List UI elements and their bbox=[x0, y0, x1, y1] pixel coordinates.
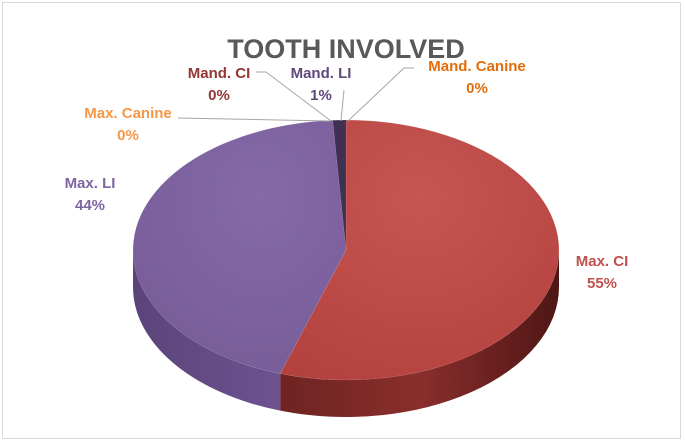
slice-name-mand-li: Mand. LI bbox=[291, 65, 352, 82]
slice-name-max-li: Max. LI bbox=[65, 175, 116, 192]
leader-line-max-canine bbox=[177, 117, 331, 122]
slice-percent-max-li: 44% bbox=[75, 197, 105, 214]
chart-title: TOOTH INVOLVED bbox=[227, 34, 465, 64]
pie-slice-max-li bbox=[132, 119, 347, 374]
slice-percent-max-canine: 0% bbox=[117, 127, 139, 144]
slice-percent-mand-li: 1% bbox=[310, 87, 332, 104]
leader-line-mand-li bbox=[340, 89, 345, 122]
pie-side-max-ci bbox=[280, 250, 559, 418]
leader-line-mand-canine bbox=[347, 67, 414, 122]
pie-side-max-li bbox=[133, 250, 281, 411]
slice-percent-mand-canine: 0% bbox=[466, 80, 488, 97]
leader-line-mand-ci bbox=[256, 71, 332, 122]
pie-slice-max-ci bbox=[279, 119, 560, 381]
slice-percent-max-ci: 55% bbox=[587, 275, 617, 292]
slice-name-mand-ci: Mand. CI bbox=[188, 65, 251, 82]
pie-slice-mand-li bbox=[332, 119, 347, 251]
slice-name-max-canine: Max. Canine bbox=[84, 105, 172, 122]
slice-percent-mand-ci: 0% bbox=[208, 87, 230, 104]
slice-name-max-ci: Max. CI bbox=[576, 253, 629, 270]
slice-name-mand-canine: Mand. Canine bbox=[428, 58, 526, 75]
